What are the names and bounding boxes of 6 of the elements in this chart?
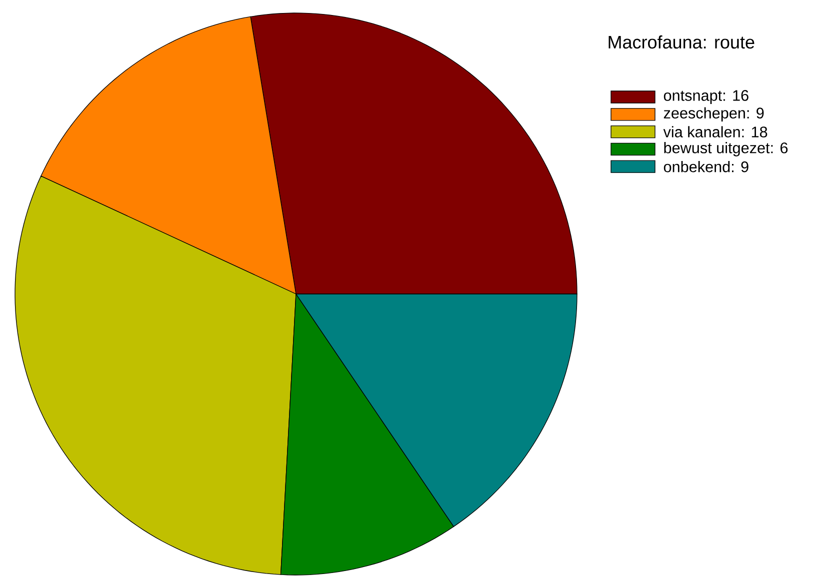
legend-label: onbekend: 9 xyxy=(664,160,748,172)
legend-label: ontsnapt: 16 xyxy=(664,90,748,104)
legend-label: zeeschepen: 9 xyxy=(664,107,764,122)
legend-label: bewust uitgezet: 6 xyxy=(664,142,788,156)
legend-label: via kanalen: 18 xyxy=(663,126,768,138)
text: Macrofauna: route xyxy=(608,35,754,49)
